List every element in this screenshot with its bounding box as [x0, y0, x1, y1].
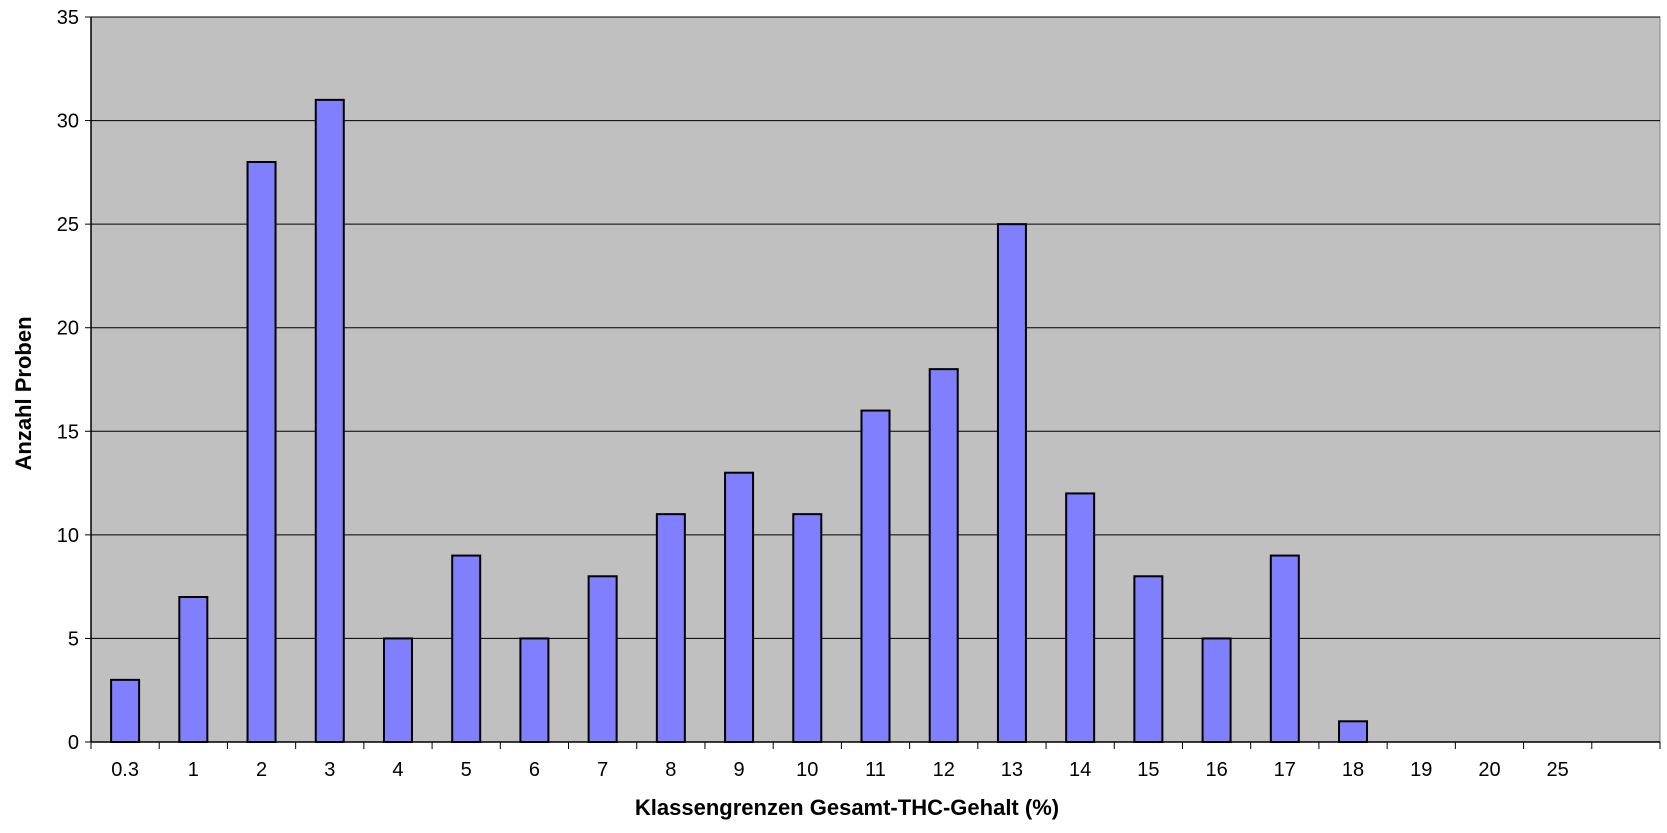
- bar-1: [178, 596, 209, 743]
- y-tick-label: 15: [57, 421, 79, 443]
- bar-6: [519, 637, 550, 744]
- x-tick-label: 12: [933, 759, 955, 781]
- x-tick-label: 14: [1069, 759, 1091, 781]
- x-tick-label: 25: [1547, 759, 1569, 781]
- bar-12: [928, 368, 959, 743]
- x-tick-label: 7: [597, 759, 608, 781]
- y-axis-label: Anzahl Proben: [11, 316, 36, 470]
- x-tick-label: 1: [188, 759, 199, 781]
- bar-4: [382, 637, 413, 744]
- x-tick-label: 4: [392, 759, 403, 781]
- x-tick-label: 5: [461, 759, 472, 781]
- y-tick-label: 5: [68, 628, 79, 650]
- bar-9: [724, 471, 755, 743]
- x-tick-label: 6: [529, 759, 540, 781]
- y-tick-label: 35: [57, 7, 79, 29]
- x-tick-label: 3: [324, 759, 335, 781]
- bar-13: [996, 223, 1027, 743]
- x-tick-label: 17: [1274, 759, 1296, 781]
- y-axis-ticks: 0 5 10 15 20 25 30 35: [57, 7, 91, 754]
- bar-15: [1133, 575, 1164, 743]
- x-tick-label: 0.3: [111, 759, 139, 781]
- x-tick-label: 9: [734, 759, 745, 781]
- y-tick-label: 0: [68, 732, 79, 754]
- y-tick-label: 25: [57, 214, 79, 236]
- bar-3: [314, 98, 345, 744]
- y-tick-label: 10: [57, 525, 79, 547]
- bar-10: [792, 513, 823, 744]
- bar-11: [860, 409, 891, 743]
- y-tick-label: 20: [57, 318, 79, 340]
- bar-2: [246, 161, 277, 743]
- x-tick-label: 13: [1001, 759, 1023, 781]
- x-tick-label: 11: [865, 759, 886, 781]
- x-tick-label: 8: [665, 759, 676, 781]
- x-tick-label: 20: [1478, 759, 1500, 781]
- bar-18: [1338, 720, 1369, 743]
- x-tick-label: 15: [1137, 759, 1159, 781]
- bar-8: [655, 513, 686, 744]
- bar-17: [1269, 554, 1300, 743]
- bar-14: [1065, 492, 1096, 743]
- bars: [110, 98, 1369, 744]
- bar-16: [1201, 637, 1232, 744]
- bar-5: [451, 554, 482, 743]
- x-tick-label: 18: [1342, 759, 1364, 781]
- x-axis-label: Klassengrenzen Gesamt-THC-Gehalt (%): [635, 795, 1059, 820]
- gridlines: [91, 16, 1660, 639]
- x-tick-label: 16: [1205, 759, 1227, 781]
- x-axis-ticks: 0.3 1 2 3 4 5 6 7 8 9 10 11 12 13 14 15 16 17 18 19 20 25: [90, 742, 1661, 781]
- x-tick-label: 10: [796, 759, 818, 781]
- bar-0.3: [110, 678, 141, 743]
- y-tick-label: 30: [57, 111, 79, 133]
- x-tick-label: 19: [1410, 759, 1432, 781]
- x-tick-label: 2: [256, 759, 267, 781]
- bar-7: [587, 575, 618, 743]
